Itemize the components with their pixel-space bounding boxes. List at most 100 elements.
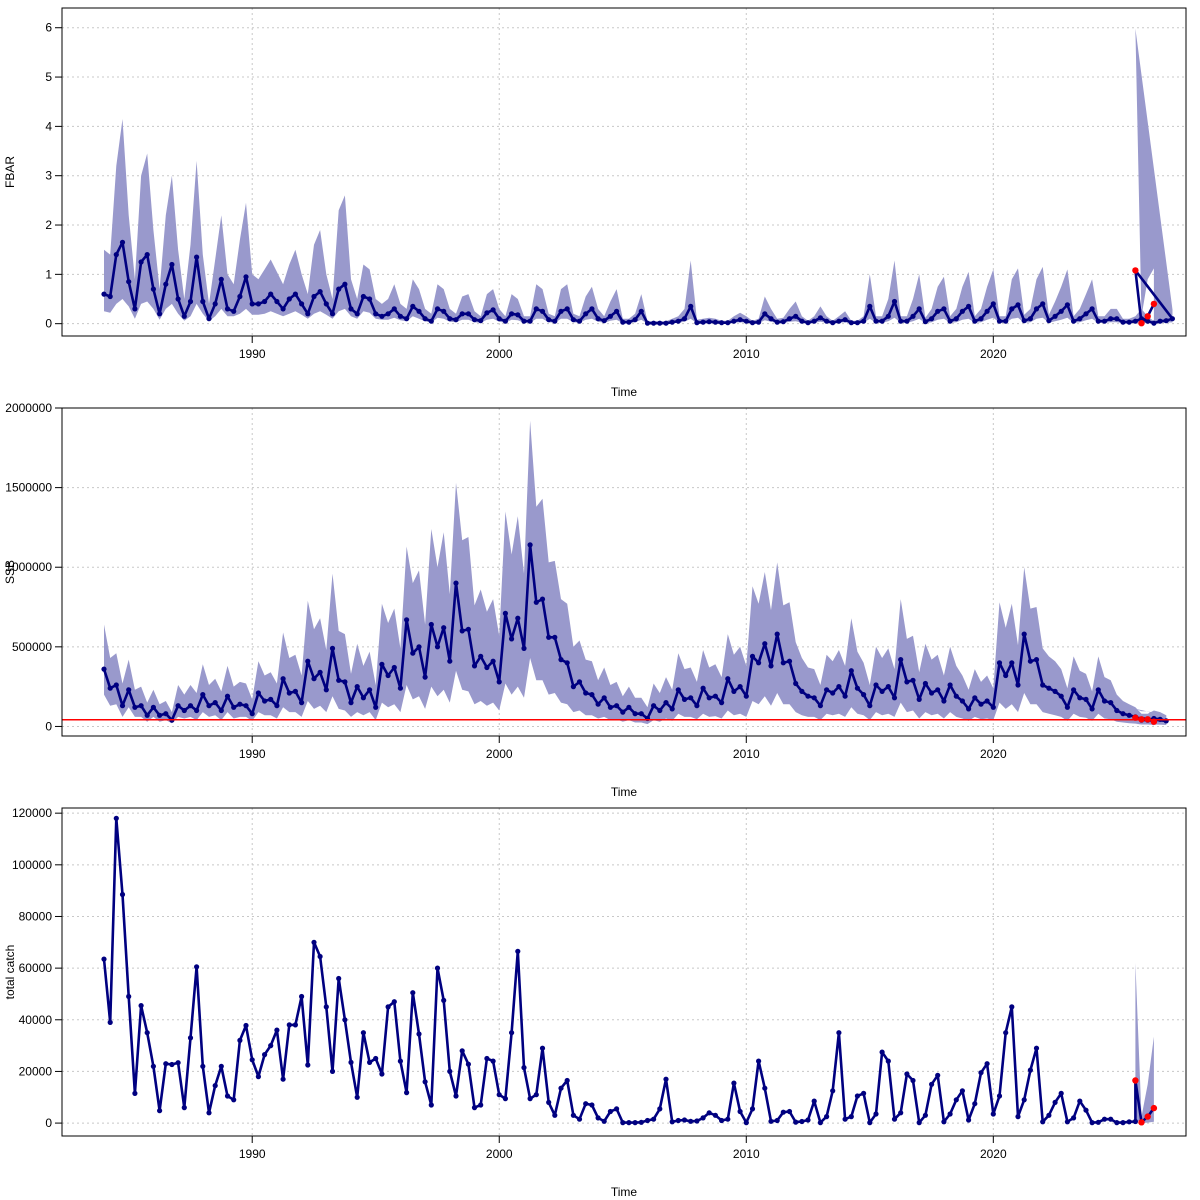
ssb-data-point [113,682,119,688]
catch-data-point [848,1114,854,1120]
fbar-data-point [471,317,478,323]
catch-data-point [817,1120,824,1126]
ssb-data-point [700,685,706,691]
catch-data-point [873,1111,879,1117]
catch-data-point [564,1077,570,1084]
catch-data-point [1077,1098,1083,1104]
catch-data-point [811,1098,817,1104]
ssb-data-point [274,703,280,709]
catch-data-point [441,997,447,1004]
fbar-data-point [1108,316,1114,322]
ssb-data-point [725,676,731,682]
fbar-data-point [737,317,743,323]
ssb-data-point [762,641,768,647]
fbar-data-point [416,308,422,314]
ssb-data-point [138,703,144,709]
ssb-ytick-label: 2000000 [5,401,52,415]
ssb-data-point [428,621,434,628]
ssb-data-point [694,703,700,709]
catch-data-point [1126,1119,1132,1125]
catch-data-point [404,1090,410,1096]
fbar-data-point [422,316,428,322]
fbar-xtick-label: 1990 [239,347,266,361]
ssb-data-point [292,688,298,695]
fbar-data-point [601,318,607,324]
catch-data-point [756,1058,762,1064]
catch-data-point [181,1105,187,1111]
ssb-data-point [570,684,577,690]
catch-data-point [1027,1067,1033,1073]
fbar-data-point [861,318,867,324]
ssb-data-point [150,704,156,710]
fbar-data-point [558,308,564,314]
fbar-data-point [1101,318,1108,324]
ssb-data-point [416,644,422,650]
fbar-ytick-label: 2 [45,218,52,232]
catch-data-point [836,1030,842,1036]
ssb-data-point [972,695,978,701]
catch-data-point [657,1106,663,1112]
ssb-data-point [527,542,533,548]
catch-data-point [984,1061,990,1067]
catch-data-point [904,1071,910,1077]
ssb-data-point [533,599,539,605]
ssb-data-point [329,645,336,652]
ssb-data-point [583,690,589,696]
fbar-data-point [879,318,885,324]
ssb-data-point [509,636,515,642]
catch-data-point [891,1116,898,1122]
catch-ytick-label: 40000 [19,1013,53,1027]
fbar-data-point [367,296,373,302]
ssb-data-point [885,684,891,690]
fbar-data-point [527,318,533,324]
ssb-data-point [891,695,898,701]
catch-data-point [743,1120,749,1126]
catch-data-point [292,1022,298,1028]
fbar-ytick-label: 1 [45,267,52,281]
catch-data-point [274,1027,280,1033]
fbar-data-point [360,293,366,300]
ssb-data-point [391,664,397,671]
fbar-data-point [632,317,638,323]
fbar-data-point [1089,306,1095,312]
ssb-data-point [119,703,126,709]
ssb-data-point [1052,688,1058,695]
ssb-data-point [854,685,861,691]
fbar-data-point [410,303,416,309]
fbar-x-axis-title: Time [611,385,638,399]
ssb-data-point [231,704,237,710]
ssb-data-point [1015,682,1021,688]
catch-data-point [255,1074,261,1080]
catch-data-point [434,965,441,971]
ssb-data-point [441,625,447,631]
catch-data-point [391,999,397,1005]
ssb-data-point [607,704,614,710]
fbar-data-point [749,320,756,326]
catch-projection-point [1138,1119,1145,1126]
catch-data-point [570,1112,577,1118]
ssb-xtick-label: 2010 [733,747,760,761]
fbar-data-point [756,319,762,325]
ssb-data-point [144,712,150,718]
ssb-data-point [1089,706,1095,712]
ssb-data-point [929,690,935,696]
ssb-data-point [317,669,323,675]
catch-data-point [552,1112,558,1118]
catch-data-point [737,1108,743,1115]
catch-data-point [910,1077,916,1084]
catch-data-point [231,1097,237,1103]
fbar-data-point [780,319,786,325]
fbar-xtick-label: 2020 [980,347,1007,361]
fbar-data-point [638,308,644,314]
fbar-xtick-label: 2010 [733,347,760,361]
catch-data-point [132,1090,138,1096]
ssb-data-point [496,679,502,685]
ssb-panel: 1990 2000 2010 2020 0 500000 1000000 1500000 200… [3,401,1187,799]
catch-data-point [138,1003,144,1009]
fbar-data-point [824,318,830,324]
ssb-data-point [367,687,373,693]
fbar-data-point [873,318,879,324]
catch-data-point [935,1072,941,1078]
ssb-data-point [996,660,1003,666]
ssb-data-point [373,704,379,710]
